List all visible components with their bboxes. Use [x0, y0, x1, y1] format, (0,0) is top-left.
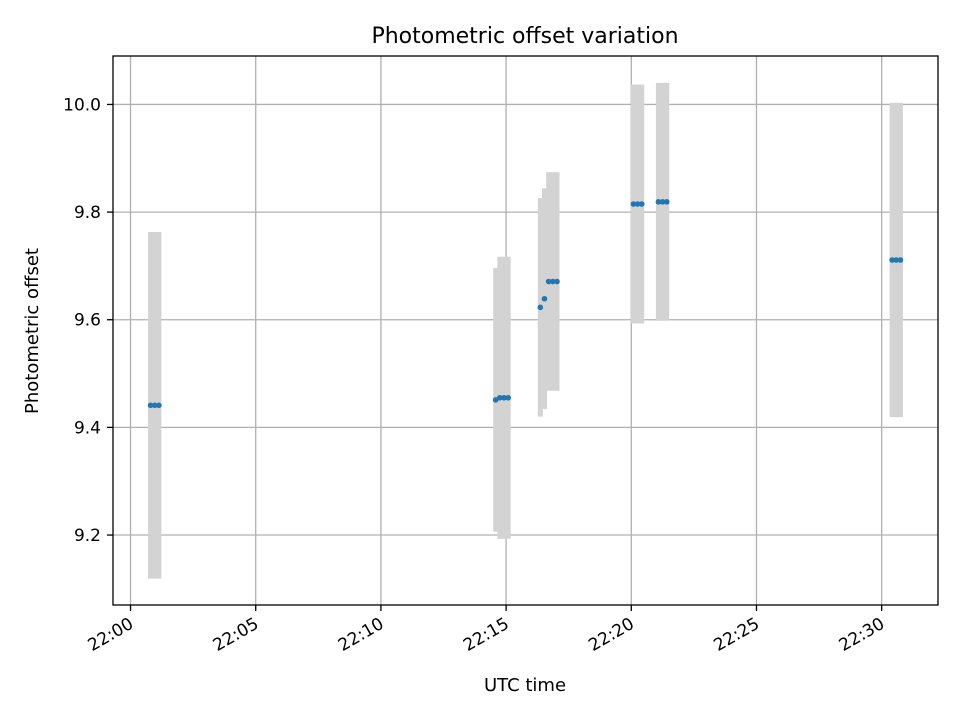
data-point — [630, 201, 637, 207]
y-tick-label: 9.8 — [74, 203, 101, 223]
x-axis-title: UTC time — [484, 675, 566, 696]
y-axis-title: Photometric offset — [22, 248, 43, 414]
data-point — [147, 402, 154, 409]
y-tick-label: 9.2 — [74, 526, 101, 546]
y-tick-label: 9.4 — [74, 418, 101, 438]
data-point — [638, 201, 645, 207]
data-point — [554, 278, 560, 285]
data-point — [663, 199, 670, 205]
data-point — [505, 394, 511, 401]
data-point — [889, 257, 895, 263]
grid — [113, 56, 938, 605]
data-point — [541, 295, 548, 302]
data-point — [501, 394, 507, 401]
plot-frame — [112, 55, 939, 606]
y-tick-label: 10.0 — [63, 95, 101, 115]
data-point — [659, 199, 666, 205]
y-tick-label: 9.6 — [74, 311, 101, 331]
data-point — [550, 278, 556, 285]
y-axis-ticks: 9.2 9.4 9.6 9.8 10.0 — [63, 95, 113, 546]
chart-title: Photometric offset variation — [371, 24, 678, 49]
data-point — [893, 257, 900, 263]
data-points — [147, 199, 904, 409]
data-point — [156, 402, 162, 409]
data-point — [545, 278, 552, 285]
data-point — [497, 394, 503, 401]
data-point — [151, 402, 158, 409]
data-point — [537, 304, 544, 311]
data-point — [655, 199, 662, 205]
data-point — [634, 201, 641, 207]
data-point — [492, 397, 499, 403]
data-point — [897, 257, 904, 263]
